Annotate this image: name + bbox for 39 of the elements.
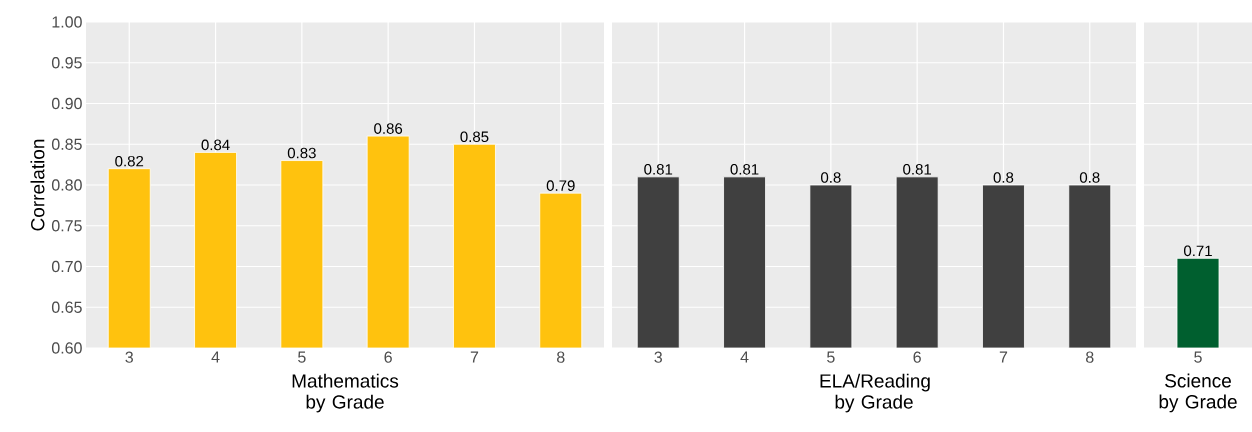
x-axis-title: ELA/Reading by Grade [820, 373, 930, 413]
x-tick-label: 6 [384, 351, 392, 363]
x-axis-title: Science by Grade [1159, 373, 1237, 413]
y-tick-label: 1.00 [52, 16, 82, 28]
data-label: 0.83 [287, 147, 316, 159]
x-tick-label: 5 [1194, 351, 1202, 363]
x-tick-label: 5 [298, 351, 306, 363]
data-label: 0.71 [1184, 245, 1212, 257]
data-label: 0.81 [730, 164, 759, 175]
data-label: 0.8 [821, 172, 841, 183]
y-tick-label: 0.90 [51, 97, 82, 110]
y-tick-label: 0.70 [51, 260, 82, 273]
x-tick-label: 8 [1086, 351, 1094, 363]
y-tick-label: 0.80 [51, 179, 82, 191]
x-tick-label: 4 [211, 351, 220, 363]
data-label: 0.82 [115, 155, 144, 167]
y-tick-label: 0.60 [51, 342, 82, 354]
data-label: 0.81 [903, 164, 932, 175]
x-tick-label: 5 [827, 351, 835, 363]
x-tick-label: 3 [654, 351, 662, 363]
y-tick-label: 0.75 [51, 220, 82, 232]
x-tick-label: 7 [470, 351, 479, 363]
x-tick-label: 7 [999, 351, 1008, 363]
data-label: 0.85 [460, 131, 489, 143]
data-label: 0.8 [993, 172, 1014, 183]
y-tick-label: 0.85 [51, 138, 82, 150]
x-axis-title: Mathematics by Grade [292, 373, 399, 413]
x-tick-label: 4 [740, 351, 749, 363]
data-label: 0.84 [201, 139, 230, 151]
y-axis-title: Correlation [30, 139, 45, 231]
y-tick-label: 0.95 [51, 57, 82, 69]
x-tick-label: 8 [557, 351, 565, 363]
y-tick-label: 0.65 [51, 301, 82, 313]
x-tick-label: 6 [913, 351, 921, 363]
x-tick-label: 3 [125, 351, 133, 363]
data-label: 0.8 [1079, 172, 1100, 183]
data-label: 0.81 [644, 164, 673, 175]
data-label: 0.79 [546, 180, 575, 191]
data-label: 0.86 [374, 123, 403, 134]
